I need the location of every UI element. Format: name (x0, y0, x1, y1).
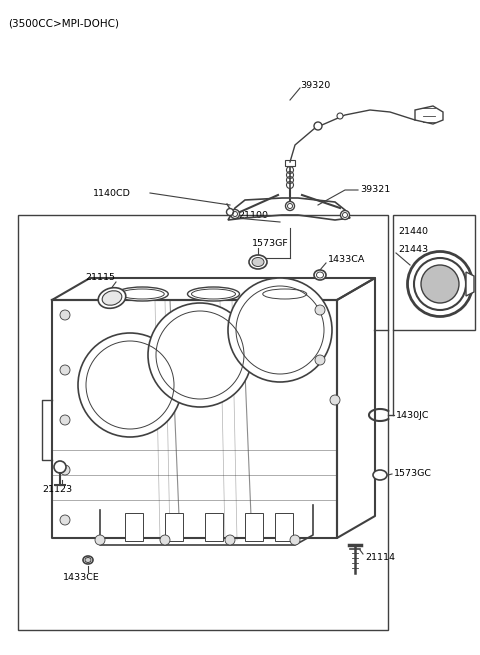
Circle shape (60, 415, 70, 425)
Text: 39320: 39320 (300, 81, 330, 90)
Text: 1433CA: 1433CA (328, 255, 365, 265)
Text: 1140CD: 1140CD (93, 189, 131, 198)
Circle shape (95, 535, 105, 545)
Circle shape (60, 310, 70, 320)
Circle shape (227, 208, 233, 215)
Ellipse shape (314, 270, 326, 280)
Ellipse shape (252, 257, 264, 267)
Text: 39321: 39321 (360, 185, 390, 195)
Circle shape (340, 210, 349, 219)
Ellipse shape (373, 470, 387, 480)
Circle shape (314, 122, 322, 130)
Circle shape (315, 305, 325, 315)
Circle shape (160, 535, 170, 545)
Text: 21114: 21114 (365, 553, 395, 561)
Circle shape (228, 278, 332, 382)
Circle shape (148, 303, 252, 407)
Ellipse shape (116, 287, 168, 301)
Bar (285, 160, 295, 166)
Circle shape (290, 535, 300, 545)
Ellipse shape (259, 287, 311, 301)
Ellipse shape (188, 287, 240, 301)
Circle shape (60, 515, 70, 525)
Text: 21443: 21443 (398, 246, 428, 255)
Bar (125, 513, 143, 541)
Text: 1573GF: 1573GF (252, 238, 289, 248)
Circle shape (225, 535, 235, 545)
Circle shape (54, 461, 66, 473)
Circle shape (230, 210, 240, 219)
Ellipse shape (102, 291, 122, 305)
Bar (205, 513, 223, 541)
Circle shape (60, 465, 70, 475)
Ellipse shape (249, 255, 267, 269)
Text: 1573GC: 1573GC (394, 470, 432, 479)
Circle shape (337, 113, 343, 119)
Ellipse shape (98, 288, 126, 309)
Text: 1433CE: 1433CE (63, 574, 100, 582)
Text: 1430JC: 1430JC (396, 411, 430, 419)
Bar (393, 215, 475, 330)
Circle shape (78, 333, 182, 437)
Ellipse shape (83, 556, 93, 564)
Circle shape (286, 202, 295, 210)
Ellipse shape (85, 557, 91, 563)
Bar (275, 513, 293, 541)
Text: (3500CC>MPI-DOHC): (3500CC>MPI-DOHC) (8, 18, 119, 28)
Bar (18, 215, 388, 630)
Circle shape (330, 395, 340, 405)
Bar (245, 513, 263, 541)
Circle shape (60, 365, 70, 375)
Text: 21440: 21440 (398, 227, 428, 236)
Bar (165, 513, 183, 541)
Text: 21123: 21123 (42, 485, 72, 495)
Polygon shape (466, 272, 474, 296)
Circle shape (315, 355, 325, 365)
Ellipse shape (421, 265, 459, 303)
Text: 21100: 21100 (238, 210, 268, 219)
Text: 21115: 21115 (85, 274, 115, 282)
